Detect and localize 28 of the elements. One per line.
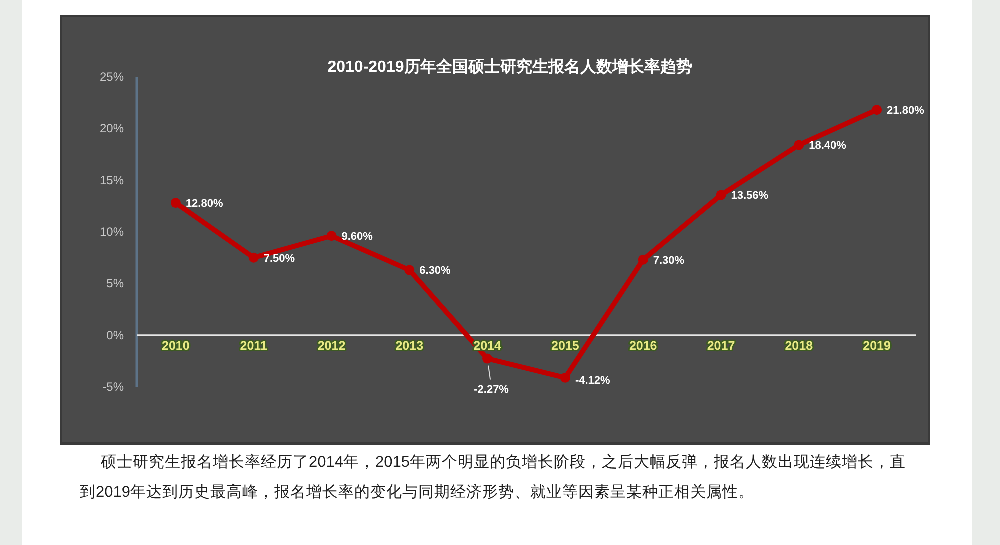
- x-tick-label: 2016: [629, 338, 658, 353]
- data-label: 18.40%: [809, 140, 846, 152]
- data-label: -2.27%: [474, 384, 509, 396]
- data-label: 21.80%: [887, 105, 924, 118]
- x-tick-label: 2018: [785, 338, 814, 353]
- data-label: 7.50%: [264, 252, 296, 265]
- x-tick-label: 2010: [162, 338, 190, 353]
- data-label: 6.30%: [420, 265, 451, 278]
- x-tick-label: 2019: [863, 338, 891, 353]
- y-tick-label: -5%: [102, 380, 124, 394]
- y-tick-label: 15%: [100, 173, 124, 188]
- x-tick-label: 2011: [240, 338, 268, 353]
- title: 2010-2019历年全国硕士研究生报名人数增长率趋势: [328, 59, 692, 76]
- y-tick-label: 20%: [100, 122, 124, 136]
- y-tick-label: 0%: [106, 328, 124, 342]
- y-tick-label: 5%: [106, 276, 124, 291]
- data-label: 13.56%: [731, 190, 769, 202]
- x-tick-label: 2013: [396, 338, 424, 353]
- x-tick-label: 2015: [552, 338, 580, 353]
- data-label: 9.60%: [342, 231, 373, 244]
- y-tick-label: 10%: [100, 225, 124, 239]
- data-label: -4.12%: [575, 374, 610, 387]
- caption: 硕士研究生报名增长率经历了2014年，2015年两个明显的负增长阶段，之后大幅反弹，报名人数出现连续增长，直到2019年达到历史最高峰，报名增长率的变化与同期经济形势、就业等因素呈某种正相关属性。: [80, 453, 906, 503]
- x-tick-label: 2017: [707, 338, 736, 353]
- y-tick-label: 25%: [100, 70, 124, 84]
- data-label: 12.80%: [186, 198, 224, 210]
- x-tick-label: 2012: [318, 338, 346, 353]
- data-label: 7.30%: [653, 254, 685, 267]
